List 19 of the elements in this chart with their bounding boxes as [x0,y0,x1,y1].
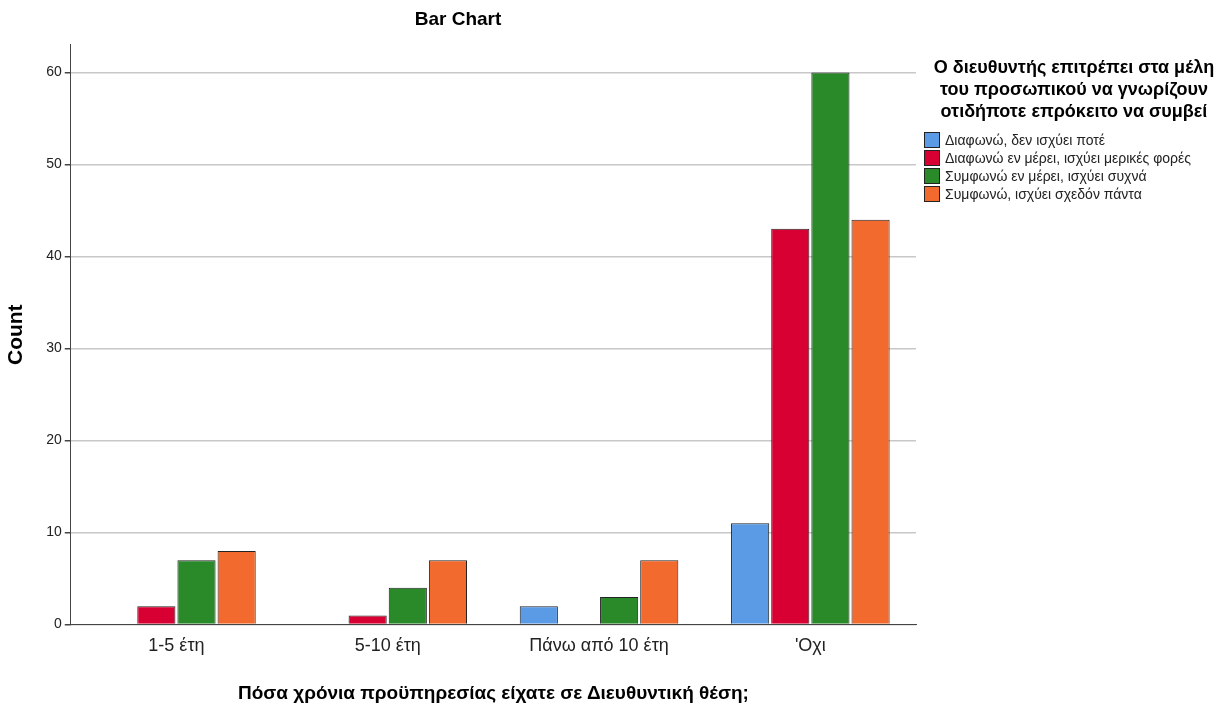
y-tick-label: 50 [46,155,62,172]
x-tick-label: 'Οχι [794,635,826,656]
y-tick-label: 30 [46,339,62,356]
x-tick-label: Πάνω από 10 έτη [529,635,669,656]
y-tick-label: 60 [46,63,62,80]
chart-title: Bar Chart [414,7,502,29]
y-tick-label: 20 [46,431,62,448]
legend-title: Ο διευθυντής επιτρέπει στα μέλη του προσωπικού να γνωρίζουν οτιδήποτε επρόκειτο να συμβεί [932,56,1216,122]
y-tick-label: 40 [46,247,62,264]
x-tick-label: 5-10 έτη [354,635,421,656]
y-tick-label: 0 [53,615,62,632]
x-axis-title: Πόσα χρόνια προϋπηρεσίας είχατε σε Διευθυντική θέση; [237,681,749,703]
y-axis-title: Count [3,304,27,366]
legend-label: Διαφωνώ, δεν ισχύει ποτέ [945,132,1106,148]
x-tick-label: 1-5 έτη [148,635,205,656]
legend-label: Συμφωνώ εν μέρει, ισχύει συχνά [945,168,1147,184]
legend-label: Διαφωνώ εν μέρει, ισχύει μερικές φορές [945,150,1191,166]
legend-label: Συμφωνώ, ισχύει σχεδόν πάντα [945,186,1142,202]
y-tick-label: 10 [46,523,62,540]
